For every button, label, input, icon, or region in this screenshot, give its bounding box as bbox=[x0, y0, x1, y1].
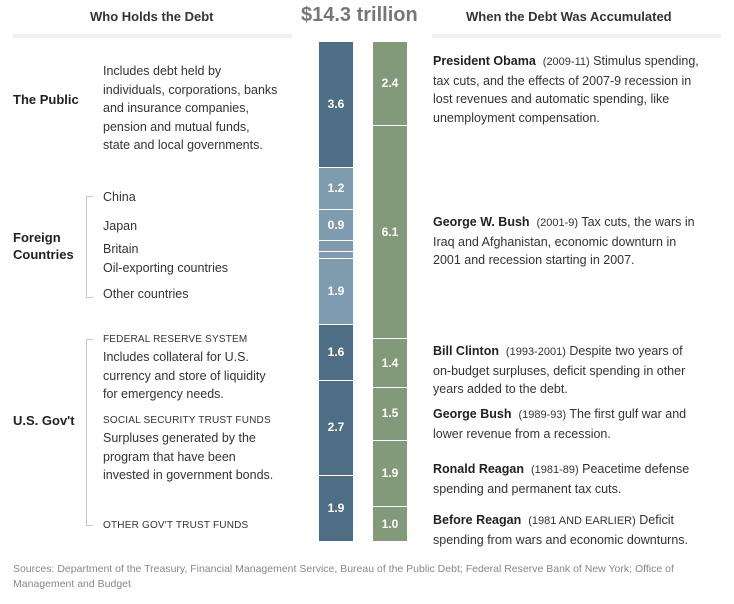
eras-value-label: 6.1 bbox=[381, 224, 399, 239]
holders-segment-china: 1.2 bbox=[319, 167, 353, 210]
foreign-item-other: Other countries bbox=[103, 287, 189, 301]
foreign-item-china: China bbox=[103, 190, 136, 204]
eras-segment-president-obama: 2.4 bbox=[373, 42, 407, 126]
foreign-item-japan: Japan bbox=[103, 219, 138, 233]
eras-segment-ronald-reagan: 1.9 bbox=[373, 440, 407, 508]
eras-segment-george-w-bush: 6.1 bbox=[373, 125, 407, 340]
fed-description: Includes collateral for U.S. currency an… bbox=[103, 350, 266, 401]
holders-stacked-bar: 3.6 1.2 0.9 1.9 1.6 2.7 1.9 bbox=[319, 42, 353, 542]
public-description: Includes debt held by individuals, corpo… bbox=[103, 64, 278, 152]
ss-description: Surpluses generated by the program that … bbox=[103, 431, 274, 482]
other-govt-title: OTHER GOV'T TRUST FUNDS bbox=[103, 520, 249, 531]
eras-value-label: 1.0 bbox=[381, 516, 399, 531]
eras-stacked-bar: 2.4 6.1 1.4 1.5 1.9 1.0 bbox=[373, 42, 407, 542]
era-gw-bush: George W. Bush (2001-9) Tax cuts, the wa… bbox=[433, 215, 695, 267]
foreign-item-britain: Britain bbox=[103, 242, 139, 256]
era-before-reagan: Before Reagan (1981 AND EARLIER) Deficit… bbox=[433, 513, 688, 547]
holders-segment-oil-exporting-countries bbox=[319, 251, 353, 259]
total-title: $14.3 trillion bbox=[301, 4, 418, 26]
holders-segment-the-public: 3.6 bbox=[319, 42, 353, 168]
era-clinton: Bill Clinton (1993-2001) Despite two yea… bbox=[433, 344, 686, 396]
era-obama: President Obama (2009-11) Stimulus spend… bbox=[433, 54, 699, 125]
era-gh-bush: George Bush (1989-93) The first gulf war… bbox=[433, 407, 687, 441]
holders-value-label: 1.9 bbox=[327, 283, 345, 298]
holders-value-label: 1.2 bbox=[327, 180, 345, 195]
left-header-rule bbox=[13, 34, 292, 38]
eras-value-label: 1.4 bbox=[381, 355, 399, 370]
sources-note: Sources: Department of the Treasury, Fin… bbox=[13, 563, 674, 590]
holders-value-label: 0.9 bbox=[327, 217, 345, 232]
holders-segment-other-countries: 1.9 bbox=[319, 258, 353, 326]
group-name-public: The Public bbox=[13, 92, 79, 107]
holders-segment-japan: 0.9 bbox=[319, 209, 353, 242]
eras-segment-george-bush: 1.5 bbox=[373, 388, 407, 441]
eras-value-label: 1.9 bbox=[381, 465, 399, 480]
era-reagan: Ronald Reagan (1981-89) Peacetime defens… bbox=[433, 462, 690, 496]
eras-value-label: 2.4 bbox=[381, 75, 399, 90]
fed-title: FEDERAL RESERVE SYSTEM bbox=[103, 334, 248, 345]
holders-value-label: 1.9 bbox=[327, 500, 345, 515]
foreign-item-oil: Oil-exporting countries bbox=[103, 261, 229, 275]
eras-segment-bill-clinton: 1.4 bbox=[373, 339, 407, 389]
holders-segment-federal-reserve-system: 1.6 bbox=[319, 325, 353, 382]
holders-value-label: 1.6 bbox=[327, 345, 345, 360]
right-header-rule bbox=[432, 34, 721, 38]
group-name-foreign: Foreign Countries bbox=[13, 230, 74, 262]
right-header: When the Debt Was Accumulated bbox=[466, 9, 672, 24]
holders-value-label: 2.7 bbox=[327, 420, 345, 435]
holders-segment-other-gov-t-trust-funds: 1.9 bbox=[319, 475, 353, 542]
holders-segment-britain bbox=[319, 241, 353, 252]
govt-bracket bbox=[86, 339, 87, 525]
eras-segment-before-reagan: 1.0 bbox=[373, 507, 407, 542]
group-name-govt: U.S. Gov't bbox=[13, 413, 75, 428]
holders-value-label: 3.6 bbox=[327, 96, 345, 111]
left-header: Who Holds the Debt bbox=[90, 9, 214, 24]
ss-title: SOCIAL SECURITY TRUST FUNDS bbox=[103, 415, 271, 426]
foreign-bracket bbox=[86, 196, 87, 297]
holders-segment-social-security-trust-funds: 2.7 bbox=[319, 381, 353, 476]
eras-value-label: 1.5 bbox=[381, 406, 399, 421]
